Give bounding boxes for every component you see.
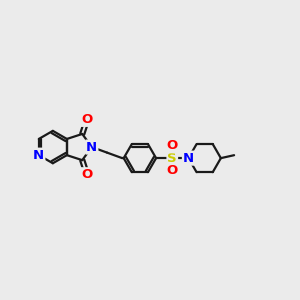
- Text: O: O: [81, 168, 93, 181]
- Text: N: N: [33, 149, 44, 162]
- Text: N: N: [183, 152, 194, 165]
- Text: N: N: [86, 141, 97, 154]
- Text: O: O: [81, 113, 93, 126]
- Text: S: S: [167, 152, 177, 165]
- Text: O: O: [167, 164, 178, 177]
- Text: O: O: [167, 139, 178, 152]
